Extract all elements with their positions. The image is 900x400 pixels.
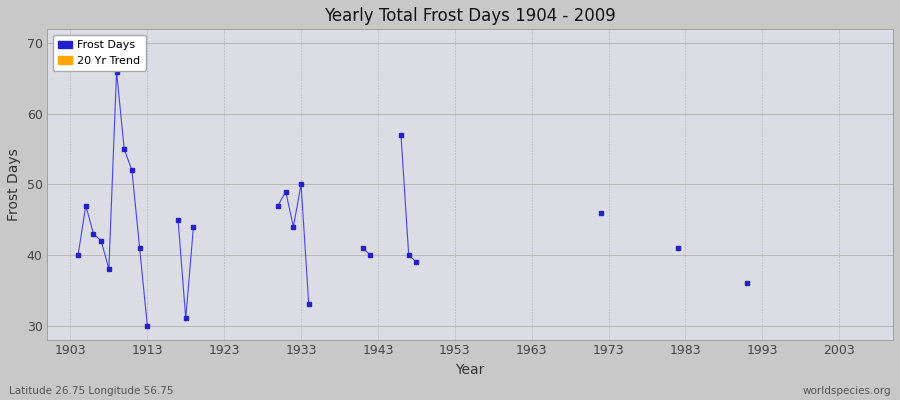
Title: Yearly Total Frost Days 1904 - 2009: Yearly Total Frost Days 1904 - 2009 [324, 7, 616, 25]
Text: Latitude 26.75 Longitude 56.75: Latitude 26.75 Longitude 56.75 [9, 386, 174, 396]
Legend: Frost Days, 20 Yr Trend: Frost Days, 20 Yr Trend [53, 35, 146, 72]
Y-axis label: Frost Days: Frost Days [7, 148, 21, 221]
Text: worldspecies.org: worldspecies.org [803, 386, 891, 396]
X-axis label: Year: Year [455, 363, 485, 377]
